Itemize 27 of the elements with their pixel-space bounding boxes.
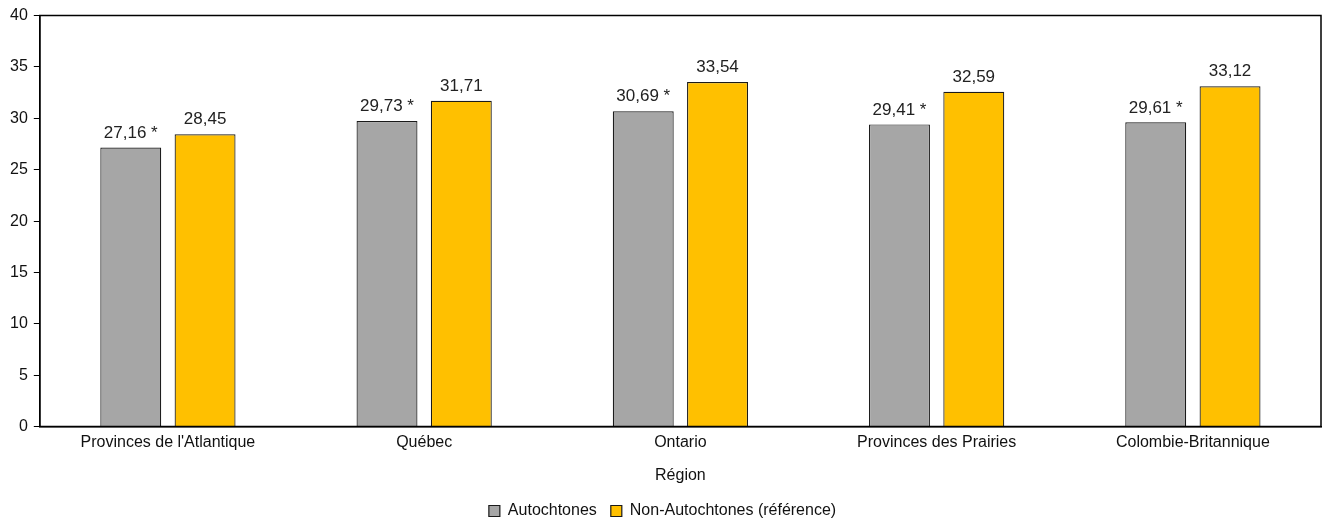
data-label: 33,12 (1208, 61, 1252, 81)
y-tick-label: 30 (10, 108, 28, 126)
y-tick-label: 20 (10, 211, 28, 229)
x-axis-title: Région (655, 465, 706, 483)
x-tick-label: Provinces de l'Atlantique (80, 432, 256, 450)
legend-label: Autochtones (507, 501, 597, 519)
data-label: 32,59 (952, 66, 996, 86)
x-tick-label: Ontario (654, 432, 707, 450)
data-label: 29,41 * (872, 99, 927, 119)
data-label: 30,69 * (616, 86, 671, 106)
x-tick-label: Québec (396, 432, 453, 450)
y-tick-label: 0 (18, 417, 28, 435)
y-tick-label: 10 (10, 314, 28, 332)
legend-label: Non-Autochtones (référence) (629, 501, 837, 519)
y-tick-label: 25 (10, 160, 28, 178)
y-tick-label: 35 (10, 57, 28, 75)
y-tick-label: 15 (10, 262, 28, 280)
data-label: 28,45 (183, 109, 227, 129)
y-tick-label: 40 (10, 6, 28, 24)
data-label: 29,61 * (1128, 97, 1184, 117)
data-label: 27,16 * (103, 122, 159, 142)
y-tick-label: 5 (18, 365, 28, 383)
data-label: 33,54 (696, 57, 739, 77)
data-label: 29,73 * (360, 96, 415, 116)
data-label: 31,71 (440, 75, 483, 95)
x-tick-label: Provinces des Prairies (857, 432, 1017, 450)
x-tick-label: Colombie-Britannique (1115, 432, 1270, 450)
